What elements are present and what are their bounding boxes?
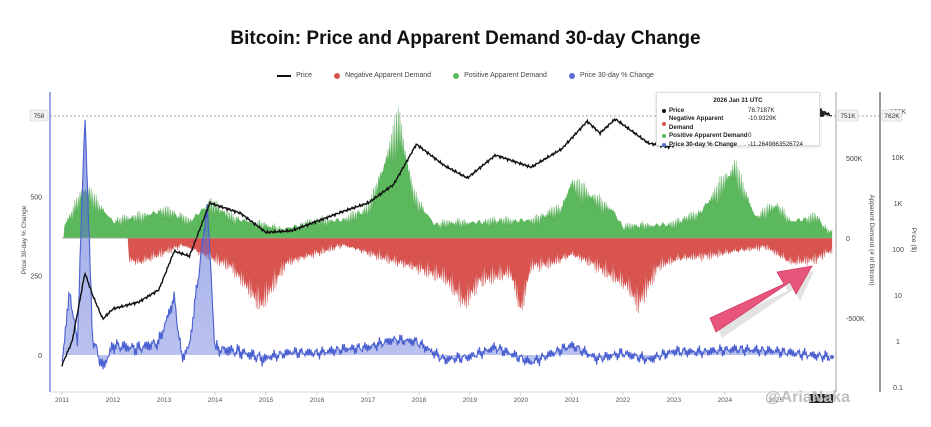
x-tick-label: 2014 xyxy=(208,397,223,404)
legend-label-price-change: Price 30-day % Change xyxy=(579,72,654,79)
annotation-arrow-shadow xyxy=(716,271,814,338)
legend-swatch-price xyxy=(277,74,292,77)
right-tick-label: 10K xyxy=(892,155,905,162)
right-axis-label: Price ($) xyxy=(910,228,917,253)
legend-swatch-price-change xyxy=(568,72,575,79)
legend-label-price: Price xyxy=(296,72,313,79)
middle-tick-label: -500K xyxy=(846,316,865,323)
x-tick-label: 2022 xyxy=(616,397,631,404)
tooltip-row-price: Price 78.7187K xyxy=(657,107,819,115)
right-axis-marker: 762K xyxy=(884,113,900,120)
hover-tooltip: 2026 Jan 31 UTC Price 78.7187K Negative … xyxy=(656,92,820,149)
x-tick-label: 2015 xyxy=(259,397,274,404)
negative-demand-area xyxy=(62,237,833,314)
tooltip-row-negative-demand: Negative Apparent Demand -10.9329K xyxy=(657,115,819,132)
left-tick-label: 250 xyxy=(30,274,42,281)
left-axis-marker-box xyxy=(29,109,49,122)
middle-axis-marker: 751K xyxy=(840,113,856,120)
x-tick-label: 2013 xyxy=(157,397,172,404)
left-axis-label: Price 30-day % Change xyxy=(21,205,28,274)
chart-title: Bitcoin: Price and Apparent Demand 30-da… xyxy=(230,28,701,49)
tooltip-bullet-positive-demand xyxy=(662,134,666,139)
middle-tick-label: 0 xyxy=(846,236,850,243)
x-tick-label: 2023 xyxy=(667,397,682,404)
tooltip-value-negative-demand: -10.9329K xyxy=(748,115,777,123)
price-change-end-marker xyxy=(829,354,835,360)
watermark-text: @AriaNaka xyxy=(765,389,850,406)
x-tick-label: 2021 xyxy=(565,397,580,404)
x-axis-end-tag-label: Jan 2 xyxy=(814,397,829,403)
right-tick-label: 100 xyxy=(892,247,904,254)
tooltip-value-price: 78.7187K xyxy=(748,107,775,114)
tooltip-bullet-price-change xyxy=(662,142,666,147)
tooltip-value-positive-demand: 0 xyxy=(748,132,752,140)
legend-label-positive-demand: Positive Apparent Demand xyxy=(464,72,547,79)
tooltip-bullet-price xyxy=(662,109,666,114)
tooltip-value-price-change: -11.2649863526724 xyxy=(748,140,803,148)
crosshair-marker xyxy=(819,111,825,117)
right-axis-marker-box xyxy=(881,109,903,122)
middle-tick-label: 500K xyxy=(846,156,863,163)
tooltip-label-price-change: Price 30-day % Change xyxy=(669,140,738,148)
tooltip-row-positive-demand: Positive Apparent Demand 0 xyxy=(657,132,819,140)
right-tick-label: 1K xyxy=(894,201,903,208)
legend-label-negative-demand: Negative Apparent Demand xyxy=(345,72,432,79)
x-tick-label: 2017 xyxy=(361,397,376,404)
x-tick-label: 2018 xyxy=(412,397,427,404)
right-tick-label: 0.1 xyxy=(893,385,903,392)
x-tick-label: 2020 xyxy=(514,397,529,404)
middle-axis-label: Apparent Demand (# of Bitcoin) xyxy=(868,194,875,285)
tooltip-label-negative-demand: Negative Apparent Demand xyxy=(668,115,724,131)
left-tick-label: 0 xyxy=(38,353,42,360)
annotation-arrow xyxy=(709,265,813,333)
chart-legend: Price Negative Apparent Demand Positive … xyxy=(0,72,931,79)
left-axis-marker: 758 xyxy=(34,113,45,120)
price-change-line xyxy=(61,119,833,370)
x-tick-label: 2012 xyxy=(106,397,121,404)
x-tick-label: 2025 xyxy=(769,397,784,404)
legend-item-price-change[interactable]: Price 30-day % Change xyxy=(568,72,654,79)
tooltip-date: 2026 Jan 31 UTC xyxy=(713,97,763,104)
x-tick-label: 2024 xyxy=(718,397,733,404)
legend-item-price[interactable]: Price xyxy=(277,72,312,79)
legend-item-positive-demand[interactable]: Positive Apparent Demand xyxy=(453,72,547,79)
tooltip-label-positive-demand: Positive Apparent Demand xyxy=(669,132,748,140)
x-tick-label: 2016 xyxy=(310,397,325,404)
x-tick-label: 2019 xyxy=(463,397,478,404)
tooltip-bullet-negative-demand xyxy=(662,121,666,126)
tooltip-row-price-change: Price 30-day % Change -11.2649863526724 xyxy=(657,141,819,149)
right-tick-label: 10 xyxy=(894,293,902,300)
legend-swatch-negative-demand xyxy=(334,72,341,79)
left-tick-label: 500 xyxy=(30,194,42,201)
middle-axis-marker-box xyxy=(837,109,859,122)
x-axis-end-tag xyxy=(809,394,833,403)
tooltip-label-price: Price xyxy=(669,107,685,114)
legend-swatch-positive-demand xyxy=(453,72,460,79)
right-tick-label: 1 xyxy=(896,339,900,346)
x-tick-label: 2011 xyxy=(55,397,69,404)
positive-demand-area xyxy=(62,107,833,239)
legend-item-negative-demand[interactable]: Negative Apparent Demand xyxy=(334,72,431,79)
